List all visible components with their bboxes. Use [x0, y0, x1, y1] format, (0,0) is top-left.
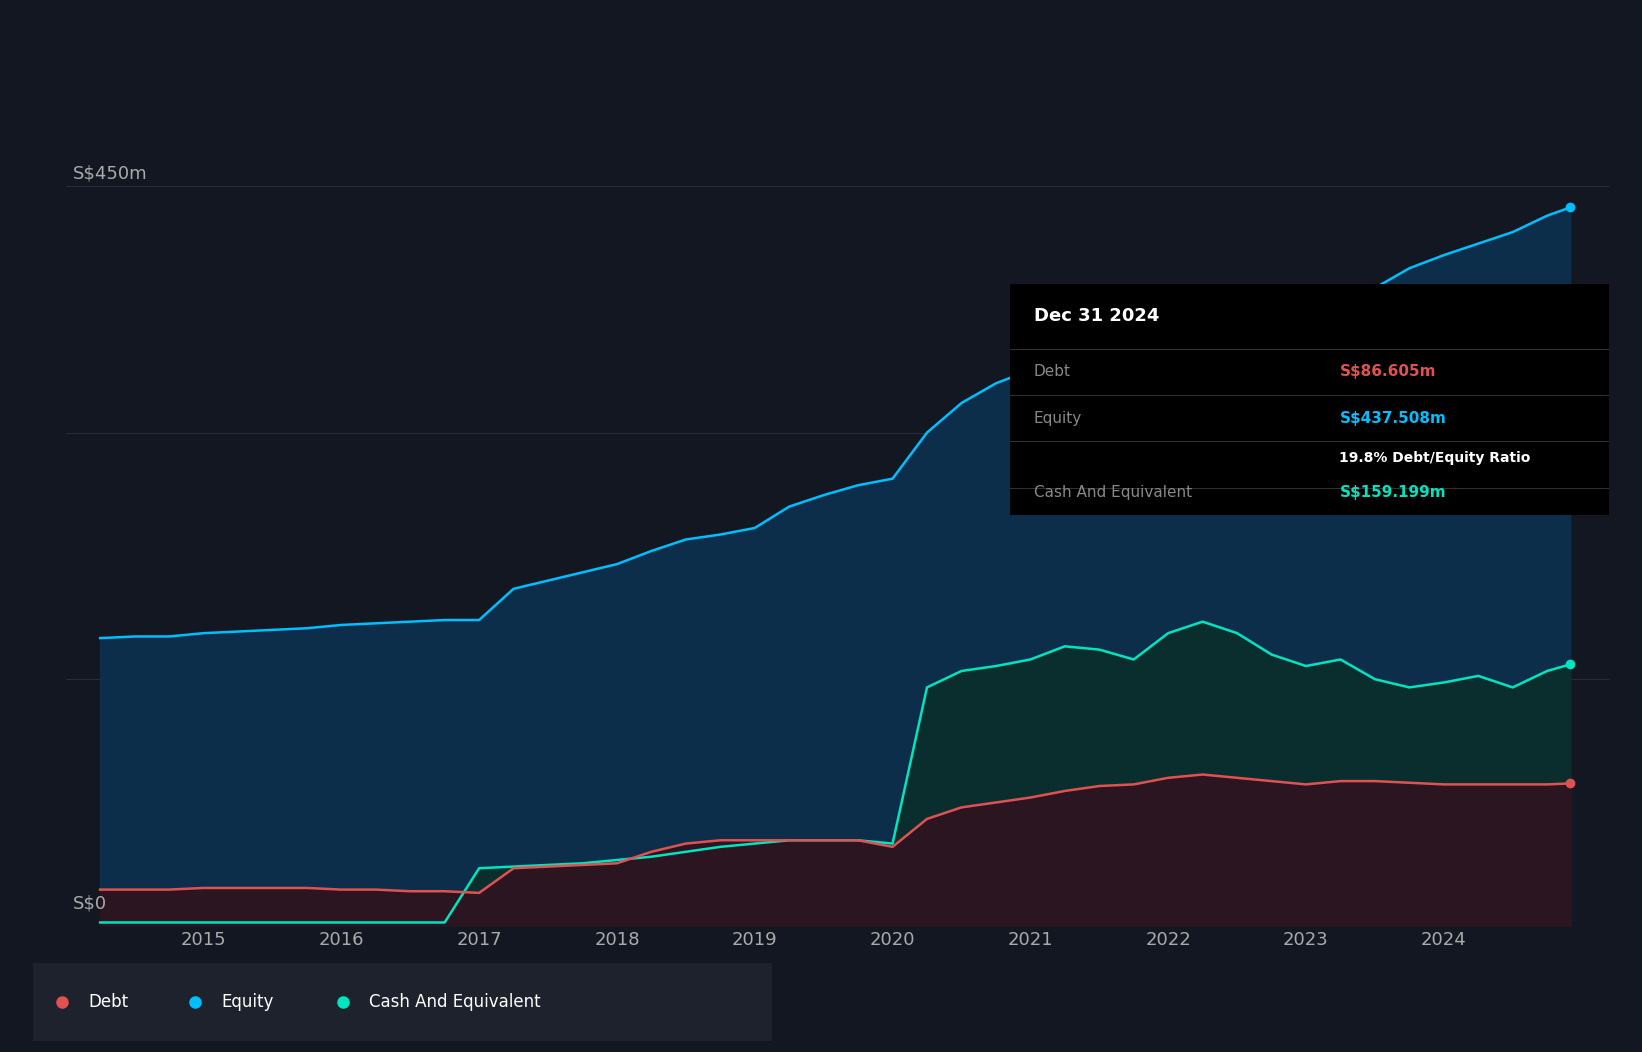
Text: 19.8% Debt/Equity Ratio: 19.8% Debt/Equity Ratio: [1340, 450, 1530, 465]
Text: S$86.605m: S$86.605m: [1340, 364, 1437, 380]
Text: Cash And Equivalent: Cash And Equivalent: [1034, 485, 1192, 500]
Text: Equity: Equity: [1034, 410, 1082, 426]
Text: Debt: Debt: [1034, 364, 1071, 380]
Text: S$159.199m: S$159.199m: [1340, 485, 1447, 500]
Text: S$450m: S$450m: [72, 165, 148, 183]
Text: S$437.508m: S$437.508m: [1340, 410, 1447, 426]
Text: Dec 31 2024: Dec 31 2024: [1034, 307, 1159, 325]
Text: Equity: Equity: [222, 993, 274, 1011]
Text: Cash And Equivalent: Cash And Equivalent: [369, 993, 540, 1011]
Text: S$0: S$0: [72, 894, 107, 913]
Text: Debt: Debt: [89, 993, 128, 1011]
